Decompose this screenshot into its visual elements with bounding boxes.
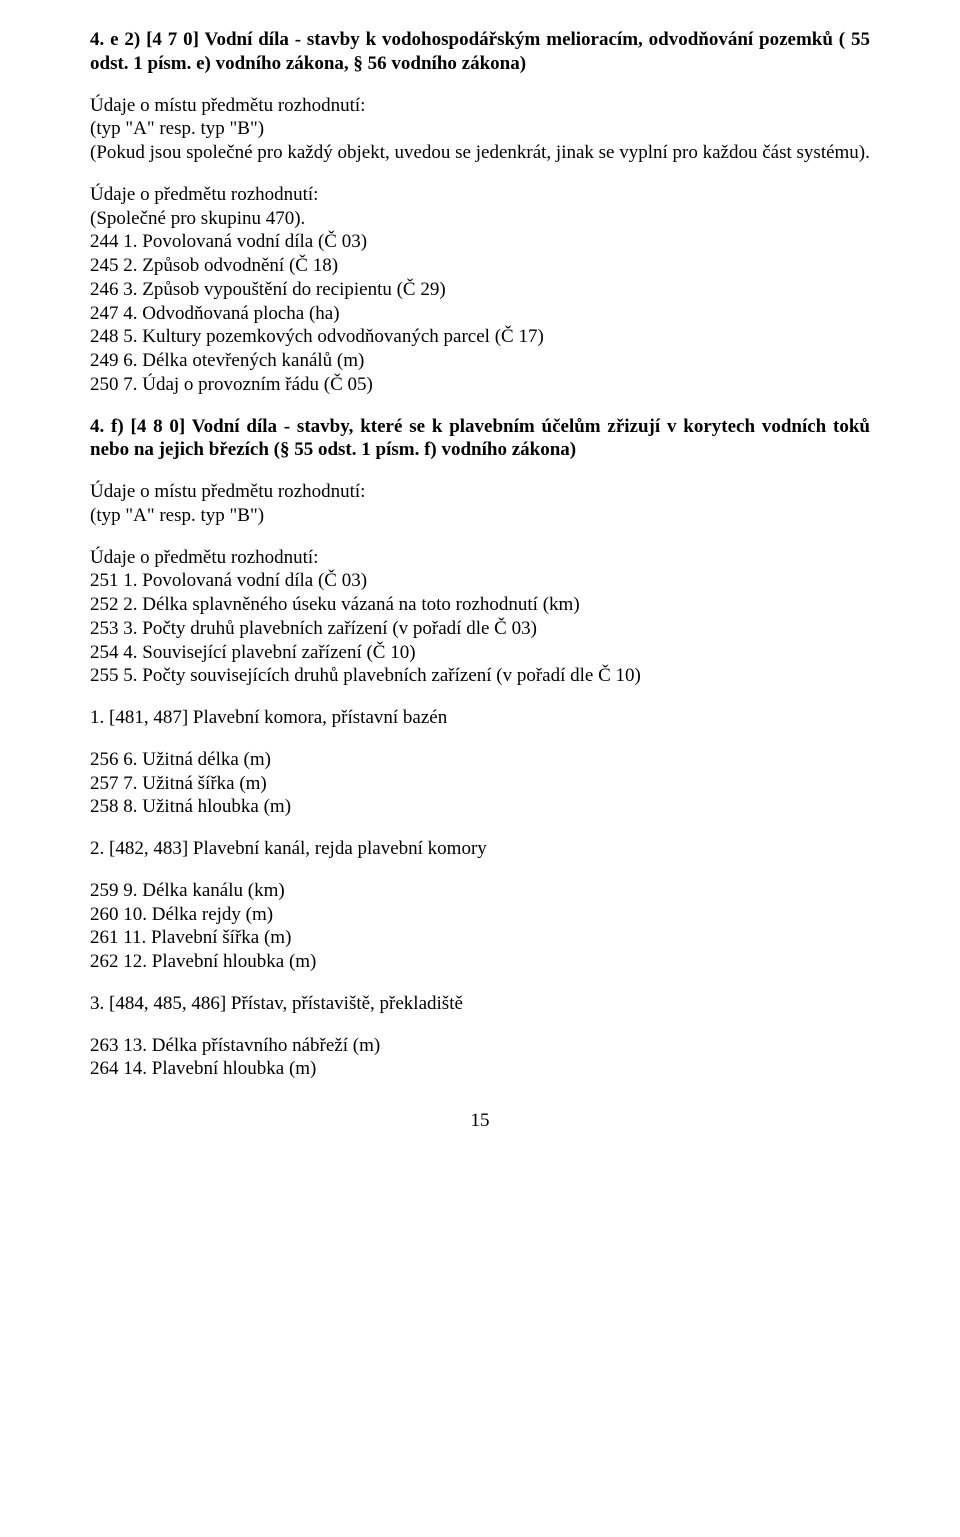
system-note: (Pokud jsou společné pro každý objekt, u… <box>90 141 870 165</box>
list-item: 262 12. Plavební hloubka (m) <box>90 950 870 974</box>
list-item: 255 5. Počty souvisejících druhů plavebn… <box>90 664 870 688</box>
typ-ab-note: (typ "A" resp. typ "B") <box>90 504 870 528</box>
udaje-predmetu-label: Údaje o předmětu rozhodnutí: <box>90 183 870 207</box>
list-item: 264 14. Plavební hloubka (m) <box>90 1057 870 1081</box>
list-item: 258 8. Užitná hloubka (m) <box>90 795 870 819</box>
list-item: 252 2. Délka splavněného úseku vázaná na… <box>90 593 870 617</box>
list-item: 257 7. Užitná šířka (m) <box>90 772 870 796</box>
list-item: 259 9. Délka kanálu (km) <box>90 879 870 903</box>
section-4e2-heading: 4. e 2) [4 7 0] Vodní díla - stavby k vo… <box>90 28 870 76</box>
udaje-predmetu-label: Údaje o předmětu rozhodnutí: <box>90 546 870 570</box>
udaje-mistu-label: Údaje o místu předmětu rozhodnutí: <box>90 94 870 118</box>
list-item: 260 10. Délka rejdy (m) <box>90 903 870 927</box>
list-item: 256 6. Užitná délka (m) <box>90 748 870 772</box>
list-item: 248 5. Kultury pozemkových odvodňovaných… <box>90 325 870 349</box>
list-item: 253 3. Počty druhů plavebních zařízení (… <box>90 617 870 641</box>
list-item: 245 2. Způsob odvodnění (Č 18) <box>90 254 870 278</box>
section-4f-heading: 4. f) [4 8 0] Vodní díla - stavby, které… <box>90 415 870 463</box>
list-item: 250 7. Údaj o provozním řádu (Č 05) <box>90 373 870 397</box>
list-item: 254 4. Související plavební zařízení (Č … <box>90 641 870 665</box>
list-item: 251 1. Povolovaná vodní díla (Č 03) <box>90 569 870 593</box>
typ-ab-note: (typ "A" resp. typ "B") <box>90 117 870 141</box>
sub2-heading: 2. [482, 483] Plavební kanál, rejda plav… <box>90 837 870 861</box>
sub1-heading: 1. [481, 487] Plavební komora, přístavní… <box>90 706 870 730</box>
list-item: 246 3. Způsob vypouštění do recipientu (… <box>90 278 870 302</box>
list-item: 249 6. Délka otevřených kanálů (m) <box>90 349 870 373</box>
list-item: 244 1. Povolovaná vodní díla (Č 03) <box>90 230 870 254</box>
sub3-heading: 3. [484, 485, 486] Přístav, přístaviště,… <box>90 992 870 1016</box>
list-item: 247 4. Odvodňovaná plocha (ha) <box>90 302 870 326</box>
skupina-note: (Společné pro skupinu 470). <box>90 207 870 231</box>
list-item: 261 11. Plavební šířka (m) <box>90 926 870 950</box>
udaje-mistu-label: Údaje o místu předmětu rozhodnutí: <box>90 480 870 504</box>
list-item: 263 13. Délka přístavního nábřeží (m) <box>90 1034 870 1058</box>
page-number: 15 <box>90 1109 870 1133</box>
